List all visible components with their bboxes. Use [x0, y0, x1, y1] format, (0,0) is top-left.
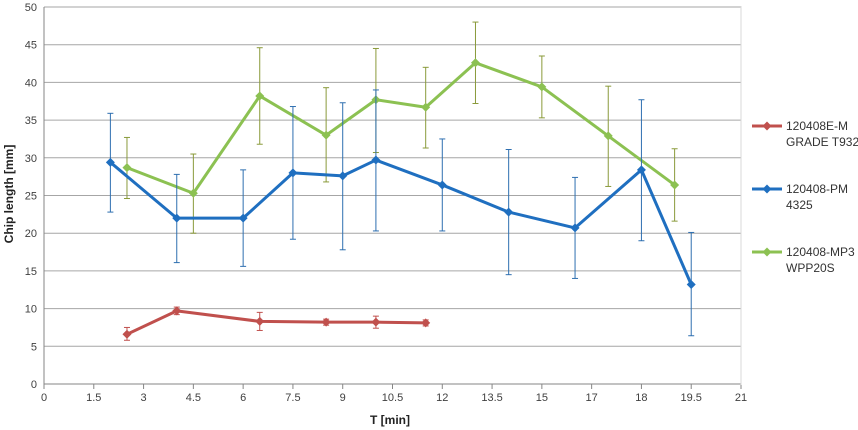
- legend-label: GRADE T9325: [786, 135, 858, 149]
- data-point: [172, 213, 182, 223]
- data-point: [603, 131, 613, 141]
- legend-item-1: 120408-PM 4325: [752, 182, 848, 212]
- x-tick-label: 12: [436, 392, 448, 404]
- x-tick-label: 21: [735, 392, 747, 404]
- y-axis-title: Chip length [mm]: [2, 145, 16, 244]
- x-tick-label: 9: [340, 392, 346, 404]
- data-point: [122, 329, 132, 339]
- legend-label: 4325: [786, 198, 813, 212]
- data-point: [338, 171, 348, 181]
- y-tick-label: 5: [31, 341, 37, 353]
- data-point: [188, 188, 198, 198]
- x-tick-label: 19.5: [681, 392, 702, 404]
- data-point: [238, 213, 248, 223]
- y-tick-label: 15: [25, 266, 37, 278]
- data-point: [670, 180, 680, 190]
- legend-label: 120408-MP3: [786, 245, 855, 259]
- data-point: [371, 155, 381, 165]
- y-tick-label: 0: [31, 379, 37, 391]
- series-line: [126, 309, 426, 336]
- series-line: [126, 61, 676, 195]
- legend-marker: [762, 184, 772, 194]
- x-tick-label: 4.5: [186, 392, 201, 404]
- legend-marker: [762, 121, 772, 131]
- grid: [44, 6, 741, 385]
- legend-label: 120408E-M: [786, 119, 848, 133]
- series-0: [122, 306, 431, 341]
- x-tick-label: 7.5: [285, 392, 300, 404]
- data-point: [470, 58, 480, 68]
- x-axis-title: T [min]: [370, 413, 410, 427]
- data-point: [686, 279, 696, 289]
- x-tick-label: 17: [586, 392, 598, 404]
- data-point: [421, 318, 431, 328]
- data-point: [172, 306, 182, 316]
- data-point: [321, 317, 331, 327]
- data-point: [288, 168, 298, 178]
- series-1: [105, 89, 696, 337]
- data-point: [437, 180, 447, 190]
- x-tick-label: 0: [41, 392, 47, 404]
- x-tick-label: 18: [635, 392, 647, 404]
- y-tick-label: 20: [25, 228, 37, 240]
- x-tick-label: 13.5: [481, 392, 502, 404]
- x-tick-label: 15: [536, 392, 548, 404]
- y-tick-label: 30: [25, 153, 37, 165]
- y-tick-label: 25: [25, 191, 37, 203]
- data-point: [636, 165, 646, 175]
- x-tick-label: 1.5: [86, 392, 101, 404]
- y-tick-label: 35: [25, 115, 37, 127]
- data-point: [421, 102, 431, 112]
- data-point: [105, 157, 115, 167]
- x-tick-label: 3: [141, 392, 147, 404]
- legend-marker: [762, 247, 772, 257]
- axes: 0 5 10 15 20 25 30 35 40 45 50 0 1.5 3 4.5 6 7.5 9 10.5 12 1…: [25, 2, 747, 404]
- data-point: [504, 207, 514, 217]
- legend-item-0: 120408E-M GRADE T9325: [752, 119, 858, 149]
- data-point: [537, 82, 547, 92]
- y-tick-label: 10: [25, 304, 37, 316]
- legend-item-2: 120408-MP3 WPP20S: [752, 245, 855, 275]
- x-tick-label: 10.5: [382, 392, 403, 404]
- series-layer: [105, 21, 696, 341]
- x-tick-label: 6: [240, 392, 246, 404]
- legend-label: 120408-PM: [786, 182, 848, 196]
- data-point: [570, 223, 580, 233]
- data-point: [255, 316, 265, 326]
- y-tick-label: 45: [25, 40, 37, 52]
- y-tick-label: 40: [25, 77, 37, 89]
- legend-label: WPP20S: [786, 261, 835, 275]
- data-point: [371, 317, 381, 327]
- data-point: [255, 91, 265, 101]
- data-point: [321, 130, 331, 140]
- data-point: [122, 163, 132, 173]
- y-tick-label: 50: [25, 2, 37, 14]
